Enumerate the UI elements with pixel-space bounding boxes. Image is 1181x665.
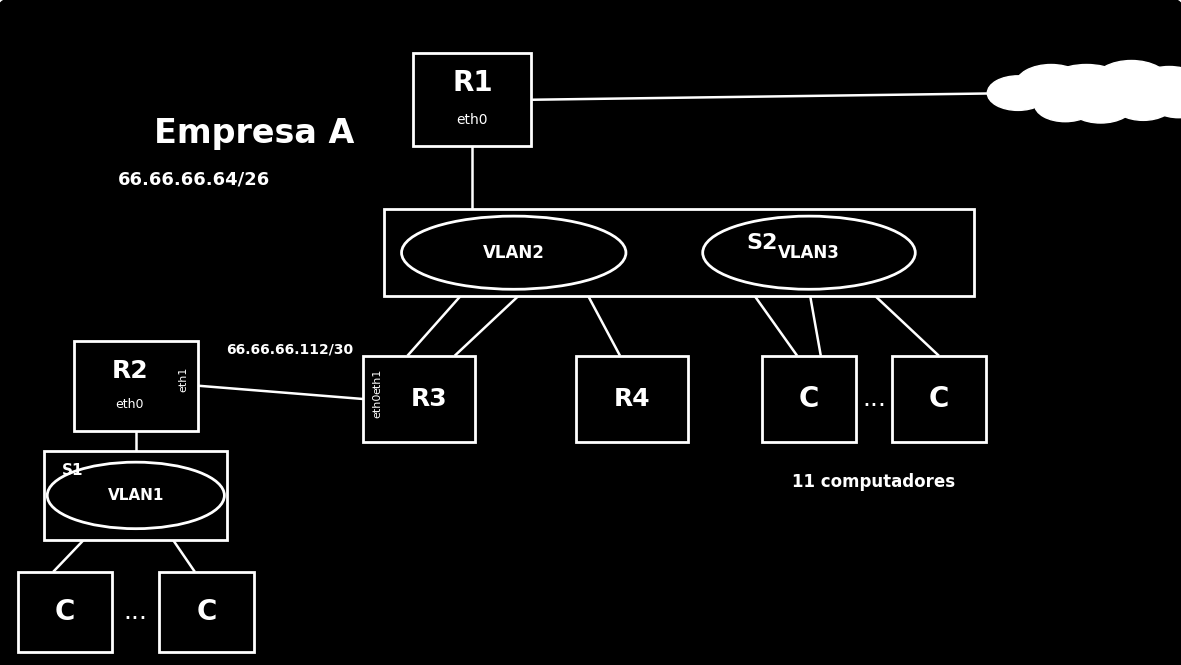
FancyBboxPatch shape bbox=[363, 356, 475, 442]
Text: Empresa A: Empresa A bbox=[154, 116, 354, 150]
Ellipse shape bbox=[402, 216, 626, 289]
Text: R3: R3 bbox=[410, 387, 448, 411]
Text: C: C bbox=[196, 598, 217, 626]
FancyBboxPatch shape bbox=[18, 572, 112, 652]
Text: eth0: eth0 bbox=[457, 112, 488, 127]
FancyBboxPatch shape bbox=[45, 451, 227, 540]
Ellipse shape bbox=[703, 216, 915, 289]
Text: 66.66.66.112/30: 66.66.66.112/30 bbox=[226, 342, 353, 356]
Circle shape bbox=[1094, 61, 1169, 103]
Circle shape bbox=[1134, 66, 1181, 106]
Text: 11 computadores: 11 computadores bbox=[792, 473, 955, 491]
Text: eth1: eth1 bbox=[178, 366, 189, 392]
Text: C: C bbox=[798, 385, 820, 413]
FancyBboxPatch shape bbox=[384, 209, 974, 296]
Text: C: C bbox=[928, 385, 950, 413]
Text: eth0: eth0 bbox=[116, 398, 144, 411]
Text: VLAN2: VLAN2 bbox=[483, 243, 544, 262]
Text: VLAN1: VLAN1 bbox=[107, 488, 164, 503]
Text: R1: R1 bbox=[452, 69, 492, 97]
Text: VLAN3: VLAN3 bbox=[778, 243, 840, 262]
Text: S2: S2 bbox=[746, 233, 777, 253]
Circle shape bbox=[1042, 65, 1131, 115]
FancyBboxPatch shape bbox=[73, 340, 197, 431]
Text: R2: R2 bbox=[111, 359, 149, 383]
Text: C: C bbox=[54, 598, 76, 626]
FancyBboxPatch shape bbox=[762, 356, 856, 442]
Text: ...: ... bbox=[862, 387, 886, 411]
Circle shape bbox=[987, 76, 1049, 110]
FancyBboxPatch shape bbox=[892, 356, 986, 442]
Circle shape bbox=[1168, 78, 1181, 112]
Text: ...: ... bbox=[124, 600, 148, 624]
Circle shape bbox=[1113, 86, 1174, 120]
Text: 66.66.66.64/26: 66.66.66.64/26 bbox=[118, 170, 270, 189]
FancyBboxPatch shape bbox=[159, 572, 254, 652]
Circle shape bbox=[1035, 87, 1096, 122]
Text: S1: S1 bbox=[63, 463, 84, 477]
FancyBboxPatch shape bbox=[576, 356, 687, 442]
Circle shape bbox=[1016, 65, 1087, 104]
Circle shape bbox=[1150, 86, 1181, 118]
Text: R4: R4 bbox=[613, 387, 651, 411]
Ellipse shape bbox=[47, 462, 224, 529]
Text: eth1: eth1 bbox=[372, 369, 383, 394]
FancyBboxPatch shape bbox=[413, 53, 531, 146]
Text: eth0: eth0 bbox=[372, 393, 383, 418]
Circle shape bbox=[1068, 86, 1134, 123]
